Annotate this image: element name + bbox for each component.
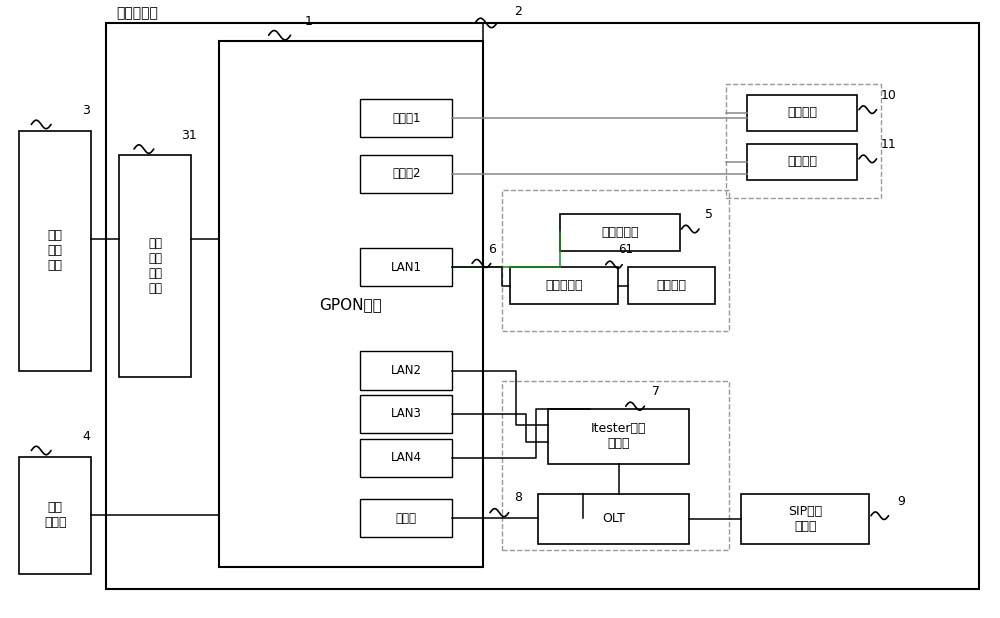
Text: 9: 9: [897, 495, 905, 508]
Text: 3: 3: [82, 104, 90, 117]
Text: 无线网卡: 无线网卡: [657, 279, 687, 292]
Text: 调温调湿箱: 调温调湿箱: [116, 7, 158, 20]
Text: 1: 1: [305, 15, 312, 28]
Text: 第一计算机: 第一计算机: [601, 226, 638, 239]
Text: 6: 6: [488, 243, 496, 256]
Text: 4: 4: [82, 431, 90, 444]
Bar: [548, 408, 689, 464]
Text: OLT: OLT: [602, 512, 625, 525]
Text: SIP语音
服务器: SIP语音 服务器: [788, 505, 822, 533]
Text: LAN4: LAN4: [391, 451, 422, 464]
Text: 第二电话: 第二电话: [787, 156, 817, 169]
Bar: [360, 499, 452, 537]
Text: 5: 5: [705, 208, 713, 221]
Text: 交流
稳压
电源
插座: 交流 稳压 电源 插座: [148, 237, 162, 295]
Text: 31: 31: [181, 129, 197, 142]
Bar: [538, 494, 689, 544]
Text: 11: 11: [881, 138, 897, 151]
Bar: [360, 439, 452, 477]
Bar: [502, 190, 729, 331]
Text: 2: 2: [514, 6, 522, 19]
Bar: [119, 155, 191, 377]
Bar: [106, 23, 979, 589]
Text: GPON系统: GPON系统: [320, 297, 382, 312]
Bar: [560, 214, 680, 250]
Text: LAN2: LAN2: [391, 364, 422, 377]
Bar: [360, 99, 452, 137]
Text: 红外
热像仪: 红外 热像仪: [44, 501, 66, 529]
Text: 61: 61: [618, 243, 633, 256]
Text: LAN1: LAN1: [391, 261, 422, 274]
Bar: [19, 130, 91, 371]
Bar: [726, 85, 881, 198]
Bar: [19, 457, 91, 574]
Bar: [747, 95, 857, 130]
Bar: [628, 267, 715, 304]
Bar: [747, 144, 857, 180]
Text: 语音口1: 语音口1: [392, 112, 421, 125]
Text: 8: 8: [514, 491, 522, 504]
Bar: [510, 267, 618, 304]
Bar: [360, 394, 452, 433]
Text: 7: 7: [652, 385, 660, 398]
Bar: [219, 41, 483, 567]
Bar: [360, 248, 452, 286]
Text: 第二计算机: 第二计算机: [545, 279, 583, 292]
Bar: [502, 381, 729, 550]
Bar: [360, 154, 452, 193]
Text: Itester流量
发生器: Itester流量 发生器: [591, 422, 646, 451]
Text: LAN3: LAN3: [391, 407, 422, 420]
Text: 光纤口: 光纤口: [396, 512, 417, 525]
Text: 语音口2: 语音口2: [392, 167, 421, 180]
Text: 第一电话: 第一电话: [787, 106, 817, 119]
Bar: [741, 494, 869, 544]
Text: 10: 10: [881, 89, 897, 102]
Text: 交流
稳压
电源: 交流 稳压 电源: [48, 229, 63, 272]
Bar: [360, 352, 452, 389]
